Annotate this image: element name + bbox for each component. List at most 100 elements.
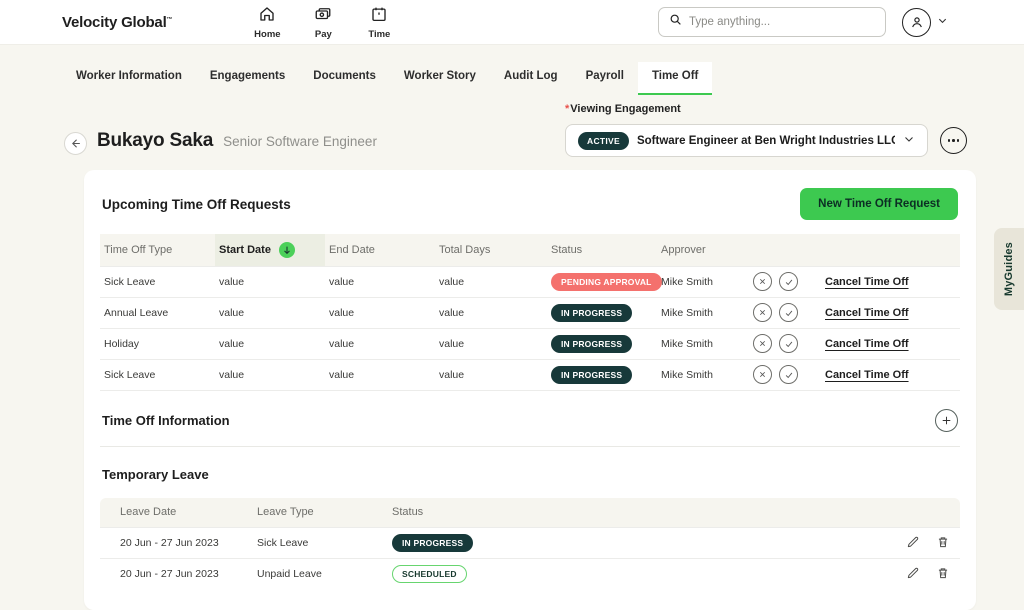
new-time-off-request-button[interactable]: New Time Off Request (800, 188, 958, 220)
cell-approver: Mike Smith (657, 327, 749, 359)
status-badge: IN PROGRESS (551, 334, 633, 353)
cell-leave-type: Sick Leave (253, 527, 388, 559)
cell-time-off-type: Annual Leave (100, 296, 215, 328)
col-leave-type: Leave Type (253, 497, 388, 528)
table-row: Holiday value value value IN PROGRESS Mi… (100, 327, 960, 359)
table-row: Sick Leave value value value PENDING APP… (100, 265, 960, 297)
tab-audit-log[interactable]: Audit Log (503, 70, 558, 82)
status-badge: IN PROGRESS (551, 303, 633, 322)
upcoming-requests-title: Upcoming Time Off Requests (102, 196, 291, 212)
table-row: Annual Leave value value value IN PROGRE… (100, 296, 960, 328)
cancel-time-off-link[interactable]: Cancel Time Off (825, 368, 909, 381)
col-status: Status (547, 234, 657, 266)
approve-icon[interactable] (779, 334, 798, 353)
table-row: Sick Leave value value value IN PROGRESS… (100, 358, 960, 391)
top-nav: Home Pay Time (244, 5, 402, 40)
nav-time[interactable]: Time (356, 5, 402, 40)
search-icon (669, 13, 682, 31)
status-badge: IN PROGRESS (551, 365, 633, 384)
myguides-label: MyGuides (1003, 241, 1015, 297)
cell-start-date: value (215, 265, 325, 297)
col-end-date: End Date (325, 234, 435, 266)
cell-start-date: value (215, 327, 325, 359)
table-header-row: Time Off Type Start Date End Date Total … (100, 234, 960, 266)
cell-time-off-type: Sick Leave (100, 358, 215, 391)
tab-time-off[interactable]: Time Off (637, 62, 713, 95)
user-menu[interactable] (902, 7, 948, 37)
col-approver: Approver (657, 234, 749, 266)
tab-documents[interactable]: Documents (313, 70, 376, 82)
search-input[interactable] (689, 16, 875, 28)
col-status: Status (388, 497, 688, 528)
chevron-down-icon (903, 132, 915, 150)
col-time-off-type: Time Off Type (100, 234, 215, 266)
col-total-days: Total Days (435, 234, 547, 266)
viewing-engagement-block: *Viewing Engagement ACTIVE Software Engi… (565, 103, 967, 157)
add-time-off-information-button[interactable] (935, 408, 958, 432)
top-bar: Velocity Global™ Home Pay Time (0, 0, 1024, 45)
reject-icon[interactable] (753, 334, 772, 353)
nav-home-label: Home (254, 28, 281, 40)
cell-start-date: value (215, 358, 325, 391)
cell-approver: Mike Smith (657, 296, 749, 328)
engagement-selected-value: Software Engineer at Ben Wright Industri… (636, 134, 895, 147)
more-options-button[interactable] (940, 127, 967, 154)
delete-icon[interactable] (936, 535, 950, 552)
time-icon (370, 5, 388, 28)
temporary-leave-title: Temporary Leave (102, 466, 209, 482)
edit-icon[interactable] (906, 535, 920, 552)
cell-total-days: value (435, 358, 547, 391)
cell-approver: Mike Smith (657, 358, 749, 391)
nav-home[interactable]: Home (244, 5, 290, 40)
table-row: 20 Jun - 27 Jun 2023 Unpaid Leave SCHEDU… (100, 558, 960, 590)
worker-tabs: Worker Information Engagements Documents… (0, 45, 1024, 95)
chevron-down-icon (937, 13, 948, 31)
reject-icon[interactable] (753, 303, 772, 322)
engagement-select[interactable]: ACTIVE Software Engineer at Ben Wright I… (565, 124, 928, 157)
velocity-global-logo: Velocity Global™ (62, 13, 173, 31)
sort-descending-icon[interactable] (278, 241, 295, 258)
cancel-time-off-link[interactable]: Cancel Time Off (825, 337, 909, 350)
back-button[interactable] (64, 132, 87, 155)
avatar (902, 7, 931, 37)
cell-end-date: value (325, 296, 435, 328)
engagement-status-badge: ACTIVE (578, 131, 629, 150)
reject-icon[interactable] (753, 272, 772, 291)
nav-time-label: Time (368, 28, 391, 40)
delete-icon[interactable] (936, 566, 950, 583)
table-header-row: Leave Date Leave Type Status (100, 497, 960, 528)
worker-job-title: Senior Software Engineer (223, 134, 377, 149)
viewing-engagement-label: *Viewing Engagement (565, 103, 681, 115)
approve-icon[interactable] (779, 272, 798, 291)
reject-icon[interactable] (753, 365, 772, 384)
tab-worker-information[interactable]: Worker Information (76, 70, 182, 82)
cell-total-days: value (435, 327, 547, 359)
cell-end-date: value (325, 265, 435, 297)
col-start-date[interactable]: Start Date (215, 234, 325, 266)
tab-worker-story[interactable]: Worker Story (403, 70, 476, 82)
cell-approver: Mike Smith (657, 265, 749, 297)
time-off-card: Upcoming Time Off Requests New Time Off … (84, 170, 976, 610)
tab-engagements[interactable]: Engagements (209, 70, 286, 82)
approve-icon[interactable] (779, 303, 798, 322)
col-leave-date: Leave Date (100, 497, 253, 528)
tab-payroll[interactable]: Payroll (585, 70, 624, 82)
cell-leave-date: 20 Jun - 27 Jun 2023 (100, 527, 253, 559)
approve-icon[interactable] (779, 365, 798, 384)
nav-pay-label: Pay (314, 28, 332, 40)
edit-icon[interactable] (906, 566, 920, 583)
global-search[interactable] (658, 7, 886, 37)
nav-pay[interactable]: Pay (300, 5, 346, 40)
status-badge: SCHEDULED (392, 565, 467, 584)
cell-end-date: value (325, 327, 435, 359)
cell-start-date: value (215, 296, 325, 328)
cell-end-date: value (325, 358, 435, 391)
home-icon (258, 5, 276, 28)
cell-leave-date: 20 Jun - 27 Jun 2023 (100, 558, 253, 590)
myguides-tab[interactable]: MyGuides (994, 228, 1024, 310)
cancel-time-off-link[interactable]: Cancel Time Off (825, 306, 909, 319)
cancel-time-off-link[interactable]: Cancel Time Off (825, 275, 909, 288)
temporary-leave-table: Leave Date Leave Type Status 20 Jun - 27… (100, 497, 960, 590)
worker-header: Bukayo Saka Senior Software Engineer *Vi… (0, 95, 1024, 170)
required-asterisk: * (565, 103, 570, 115)
